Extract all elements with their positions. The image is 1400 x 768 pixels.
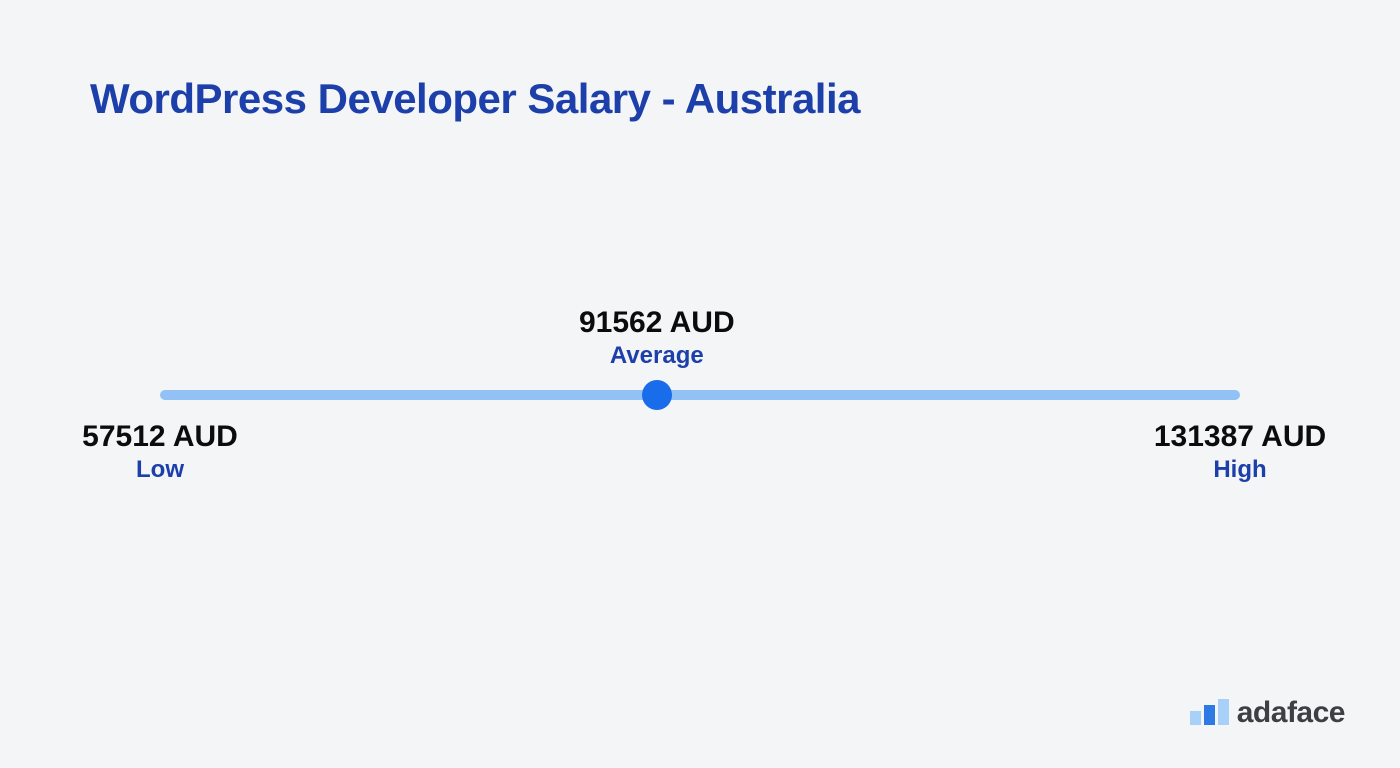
brand-bar-2: [1204, 705, 1215, 725]
average-category: Average: [579, 342, 735, 370]
brand-logo: adaface: [1190, 696, 1345, 730]
average-marker: [642, 380, 672, 410]
page-title: WordPress Developer Salary - Australia: [90, 75, 1310, 123]
average-label-group: 91562 AUD Average: [579, 306, 735, 370]
brand-bar-3: [1218, 699, 1229, 725]
infographic-container: WordPress Developer Salary - Australia 9…: [0, 0, 1400, 768]
high-value: 131387 AUD: [1154, 420, 1326, 454]
high-category: High: [1154, 456, 1326, 484]
brand-name: adaface: [1237, 696, 1345, 730]
slider-track: [160, 390, 1240, 400]
high-label-group: 131387 AUD High: [1154, 420, 1326, 484]
brand-bars-icon: [1190, 699, 1229, 725]
low-label-group: 57512 AUD Low: [82, 420, 238, 484]
brand-bar-1: [1190, 711, 1201, 725]
average-value: 91562 AUD: [579, 306, 735, 340]
low-value: 57512 AUD: [82, 420, 238, 454]
low-category: Low: [82, 456, 238, 484]
salary-range-slider: 91562 AUD Average 57512 AUD Low 131387 A…: [160, 390, 1240, 400]
